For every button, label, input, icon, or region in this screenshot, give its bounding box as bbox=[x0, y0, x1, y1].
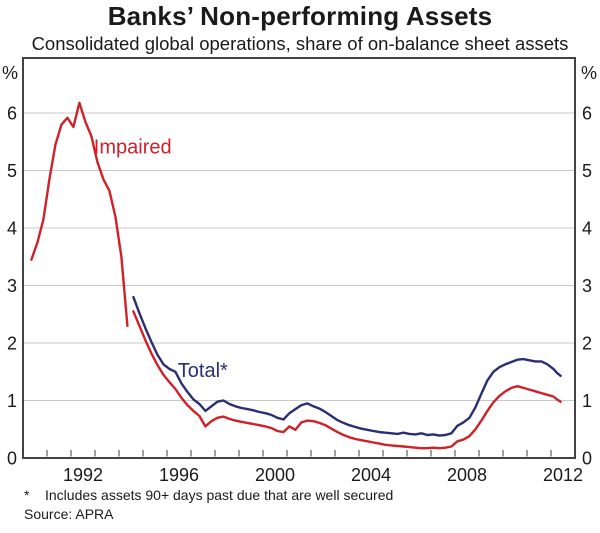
source-line: Source: APRA bbox=[24, 506, 114, 522]
y-tick-label-right: 0 bbox=[582, 449, 592, 469]
y-tick-label-left: 2 bbox=[7, 334, 17, 354]
chart-title: Banks’ Non-performing Assets bbox=[107, 1, 493, 31]
y-tick-label-right: 2 bbox=[582, 334, 592, 354]
footnote-text: Includes assets 90+ days past due that a… bbox=[45, 487, 394, 503]
y-tick-label-left: 0 bbox=[7, 449, 17, 469]
x-tick-label: 2000 bbox=[255, 465, 295, 485]
series-line-impaired bbox=[30, 101, 129, 327]
y-tick-label-left: 5 bbox=[7, 161, 17, 181]
y-tick-label-left: 3 bbox=[7, 276, 17, 296]
series-label-impaired: Impaired bbox=[94, 136, 172, 158]
y-tick-label-right: 5 bbox=[582, 161, 592, 181]
plot-frame bbox=[22, 57, 576, 459]
y-tick-label-left: 6 bbox=[7, 104, 17, 124]
y-tick-label-right: 3 bbox=[582, 276, 592, 296]
x-tick-label: 2012 bbox=[543, 465, 583, 485]
footnote-marker: * bbox=[24, 487, 30, 503]
y-axis-unit-right: % bbox=[581, 63, 597, 83]
x-tick-label: 2004 bbox=[351, 465, 391, 485]
chart-subtitle: Consolidated global operations, share of… bbox=[31, 33, 569, 54]
footnote-line: * Includes assets 90+ days past due that … bbox=[24, 487, 393, 503]
y-tick-label-left: 4 bbox=[7, 219, 17, 239]
series-label-total: Total* bbox=[178, 360, 228, 382]
y-tick-label-right: 1 bbox=[582, 391, 592, 411]
y-tick-label-right: 6 bbox=[582, 104, 592, 124]
y-axis-unit-left: % bbox=[2, 63, 18, 83]
series-line-total bbox=[132, 295, 562, 437]
x-tick-label: 2008 bbox=[447, 465, 487, 485]
y-tick-label-right: 4 bbox=[582, 219, 592, 239]
x-tick-label: 1996 bbox=[159, 465, 199, 485]
series-line-impaired bbox=[132, 310, 562, 450]
x-tick-label: 1992 bbox=[63, 465, 103, 485]
y-tick-label-left: 1 bbox=[7, 391, 17, 411]
